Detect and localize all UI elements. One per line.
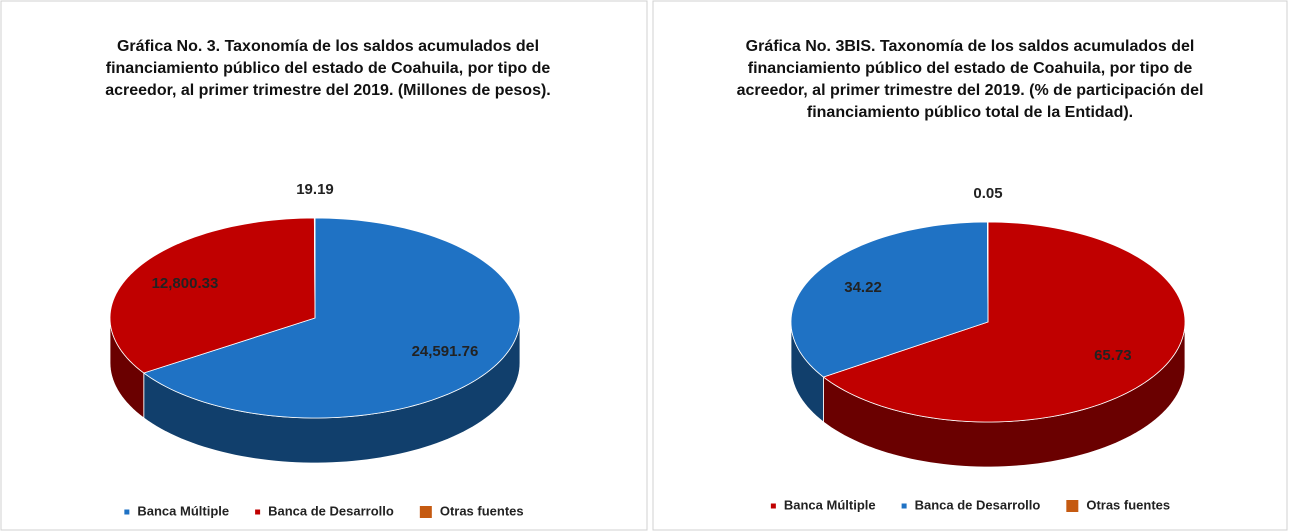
legend-marker <box>419 506 432 518</box>
legend-label: Banca de Desarrollo <box>268 503 394 518</box>
legend-marker <box>901 503 907 509</box>
pie-slice <box>109 217 316 374</box>
data-label: 0.05 <box>973 185 1002 202</box>
pie-slice <box>790 221 989 378</box>
pie-slice <box>986 221 989 323</box>
legend: Banca Múltiple Banca de Desarrollo Otras f… <box>770 497 1170 512</box>
legend-marker <box>124 509 130 515</box>
chart-title: Gráfica No. 3. Taxonomía de los saldos a… <box>105 38 551 99</box>
legend-label: Banca de Desarrollo <box>915 497 1041 512</box>
data-label: 19.19 <box>296 181 334 198</box>
data-label: 24,591.76 <box>412 343 479 360</box>
legend-marker <box>1066 500 1079 512</box>
legend-label: Otras fuentes <box>1086 497 1170 512</box>
legend-label: Banca Múltiple <box>784 497 876 512</box>
legend-label: Otras fuentes <box>440 503 524 518</box>
pie-slice <box>142 217 521 419</box>
panel-border <box>0 0 648 531</box>
data-label: 34.22 <box>844 279 882 296</box>
data-label: 12,800.33 <box>152 275 219 292</box>
panel-border <box>652 0 1288 531</box>
chart-title: Gráfica No. 3BIS. Taxonomía de los saldo… <box>736 38 1204 121</box>
legend-marker <box>770 503 776 509</box>
pie-slice <box>822 221 1186 423</box>
legend: Banca Múltiple Banca de Desarrollo Otras f… <box>124 503 524 518</box>
data-label: 65.73 <box>1094 347 1132 364</box>
legend-label: Banca Múltiple <box>137 503 229 518</box>
pie-slice <box>313 217 316 319</box>
legend-marker <box>255 509 261 515</box>
